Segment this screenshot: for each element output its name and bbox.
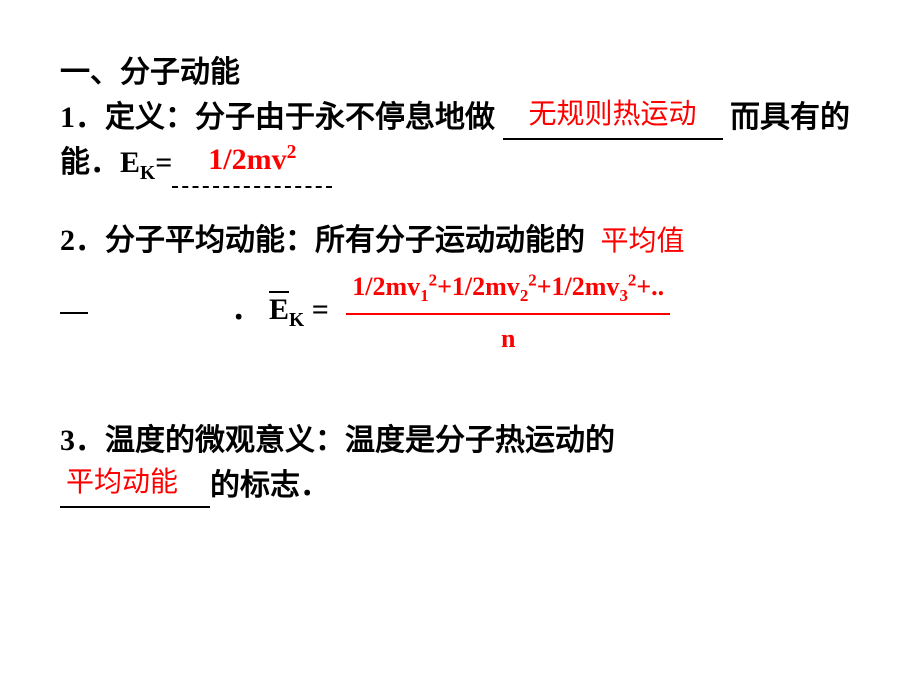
item1-label: 1．定义： <box>60 101 195 134</box>
fill-3: 平均动能 <box>60 462 210 504</box>
item2-spacer <box>92 287 232 332</box>
ekbar-eq: = <box>312 293 329 326</box>
num-s3: 3 <box>619 286 627 305</box>
item3-label: 3．温度的微观意义： <box>60 424 345 457</box>
num-t2: 1/2mv <box>452 272 520 301</box>
num-p1: 2 <box>429 271 437 290</box>
item3-text-after: 的标志． <box>210 469 330 502</box>
ek-val-sup: 2 <box>287 142 297 163</box>
fill-1: 无规则热运动 <box>503 94 723 136</box>
fraction-denominator: n <box>346 315 670 358</box>
num-t3: 1/2mv <box>552 272 620 301</box>
avg-overline <box>60 312 88 314</box>
item1-text-before: 分子由于永不停息地做 <box>195 101 495 134</box>
section-1: 一、分子动能 1．定义：分子由于永不停息地做 无规则热运动 而具有的能．EK= … <box>60 50 870 188</box>
blank-ek: 1/2mv2 <box>172 186 332 188</box>
fraction-numerator: 1/2mv12+1/2mv22+1/2mv32+.. <box>346 267 670 315</box>
section-3: 3．温度的微观意义：温度是分子热运动的 平均动能 的标志． <box>60 418 870 508</box>
item-3-line1: 3．温度的微观意义：温度是分子热运动的 <box>60 418 870 463</box>
ekbar-K: K <box>289 310 304 331</box>
num-plus1: + <box>437 272 452 301</box>
ek-value: 1/2mv2 <box>172 137 332 182</box>
num-plus3: +.. <box>636 272 664 301</box>
avg-fraction: 1/2mv12+1/2mv22+1/2mv32+.. n <box>346 267 670 358</box>
ek-symbol: EK= <box>120 146 172 179</box>
blank-1: 无规则热运动 <box>503 138 723 140</box>
blank-3: 平均动能 <box>60 506 210 508</box>
slide-page: 一、分子动能 1．定义：分子由于永不停息地做 无规则热运动 而具有的能．EK= … <box>0 0 920 690</box>
ek-E: E <box>120 146 140 179</box>
ek-eq: = <box>155 146 172 179</box>
item-2-line1: 2．分子平均动能：所有分子运动动能的 平均值 <box>60 218 870 263</box>
section-2: 2．分子平均动能：所有分子运动动能的 平均值 ． EK = 1/2mv12+1/… <box>60 218 870 358</box>
item-2-line2: ． EK = 1/2mv12+1/2mv22+1/2mv32+.. n <box>60 267 870 358</box>
num-p2: 2 <box>528 271 536 290</box>
item2-period: ． <box>232 293 262 326</box>
fill-avg: 平均值 <box>601 226 685 257</box>
item3-text-before: 温度是分子热运动的 <box>345 424 615 457</box>
item-3-line2: 平均动能 的标志． <box>60 463 870 508</box>
item2-text-before: 所有分子运动动能的 <box>315 224 585 257</box>
num-t1: 1/2mv <box>352 272 420 301</box>
num-plus2: + <box>537 272 552 301</box>
num-s1: 1 <box>420 286 428 305</box>
item-1: 1．定义：分子由于永不停息地做 无规则热运动 而具有的能．EK= 1/2mv2 <box>60 95 870 188</box>
num-s2: 2 <box>520 286 528 305</box>
item2-label: 2．分子平均动能： <box>60 224 315 257</box>
ekbar-E: E <box>269 293 289 326</box>
heading: 一、分子动能 <box>60 50 870 95</box>
ek-K: K <box>140 163 155 184</box>
ekbar-symbol: EK = <box>269 293 329 326</box>
ek-val-main: 1/2mv <box>208 143 286 176</box>
